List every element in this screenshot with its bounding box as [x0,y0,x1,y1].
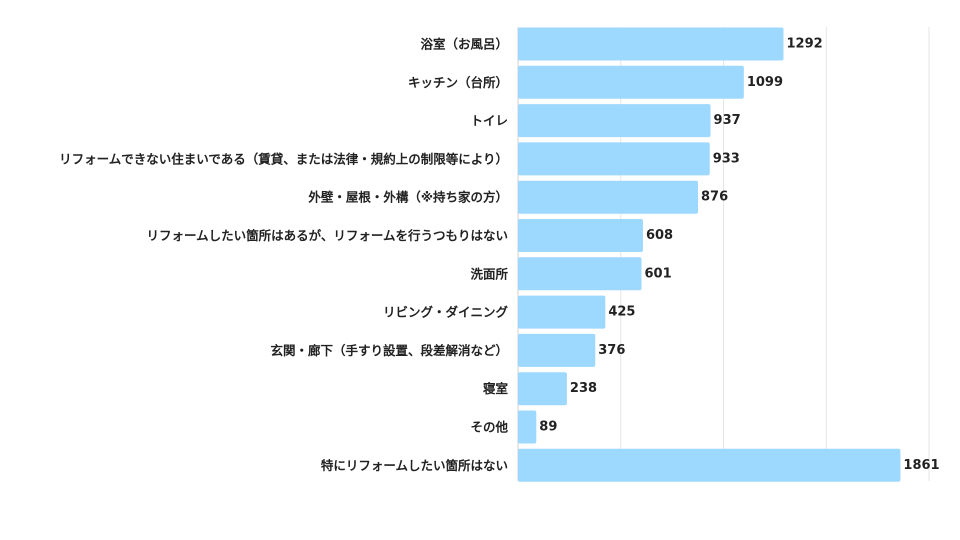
bar-7 [518,257,642,291]
value-label-11: 89 [539,420,557,435]
category-label-8: リビング・ダイニング [383,305,509,320]
category-label-3: トイレ [470,113,508,128]
bar-12 [518,448,901,482]
value-label-2: 1099 [747,75,783,90]
category-label-6: リフォームしたい箇所はあるが、リフォームを行うつもりはない [146,228,508,243]
bar-4 [518,142,710,176]
value-label-1: 1292 [787,37,823,52]
bar-11 [518,410,537,444]
category-label-4: リフォームできない住まいである（賃貸、または法律・規約上の制限等により） [59,151,508,166]
bar-1 [518,27,784,61]
value-label-9: 376 [598,343,625,358]
category-label-2: キッチン（台所） [408,75,508,90]
value-label-12: 1861 [903,458,939,473]
bar-9 [518,333,596,367]
category-label-1: 浴室（お風呂） [420,37,508,52]
value-label-7: 601 [645,266,672,281]
category-label-10: 寝室 [483,381,509,396]
value-label-8: 425 [608,305,635,320]
value-label-5: 876 [701,190,728,205]
bar-10 [518,372,567,406]
value-label-6: 608 [646,228,673,243]
category-label-12: 特にリフォームしたい箇所はない [321,458,508,473]
bar-6 [518,219,643,252]
value-label-10: 238 [570,381,597,396]
category-label-5: 外壁・屋根・外構（※持ち家の方） [307,190,508,205]
bar-8 [518,295,606,329]
value-label-4: 933 [713,151,740,166]
category-label-7: 洗面所 [470,266,508,281]
bar-2 [518,65,744,99]
category-label-11: その他 [470,420,508,435]
bar-3 [518,104,711,138]
bar-5 [518,180,699,214]
value-label-3: 937 [714,113,741,128]
category-label-9: 玄関・廊下（手すり設置、段差解消など） [270,343,508,358]
